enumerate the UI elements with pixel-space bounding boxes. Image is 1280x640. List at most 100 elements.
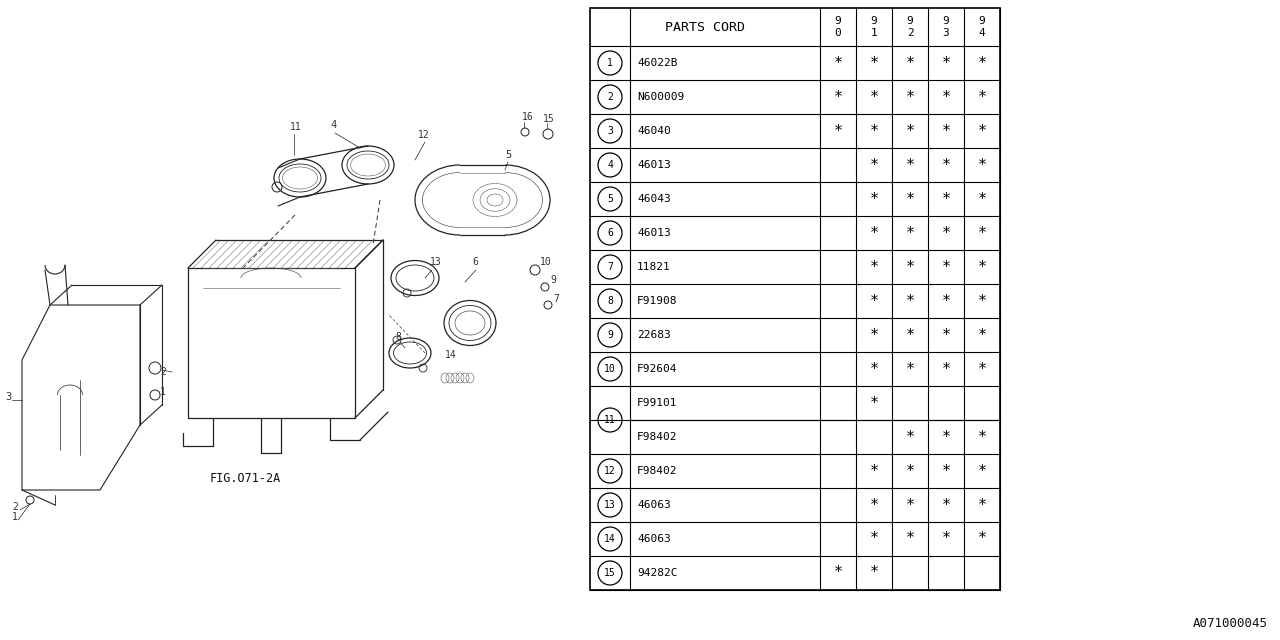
Text: 46040: 46040: [637, 126, 671, 136]
Text: *: *: [869, 566, 878, 580]
Text: F99101: F99101: [637, 398, 677, 408]
Text: 10: 10: [540, 257, 552, 267]
Text: *: *: [869, 56, 878, 70]
Text: 9
2: 9 2: [906, 16, 914, 38]
Text: *: *: [905, 429, 915, 445]
Text: 14: 14: [445, 350, 457, 360]
Text: 3: 3: [607, 126, 613, 136]
Text: 46043: 46043: [637, 194, 671, 204]
Text: F92604: F92604: [637, 364, 677, 374]
Text: *: *: [978, 90, 987, 104]
Text: *: *: [905, 497, 915, 513]
Text: 15: 15: [604, 568, 616, 578]
Text: 5: 5: [506, 150, 511, 160]
Text: *: *: [978, 294, 987, 308]
Text: 7: 7: [607, 262, 613, 272]
Text: 9
1: 9 1: [870, 16, 877, 38]
Text: *: *: [978, 191, 987, 207]
Text: *: *: [941, 463, 951, 479]
Text: *: *: [869, 463, 878, 479]
Text: *: *: [905, 225, 915, 241]
Text: 7: 7: [553, 294, 559, 304]
Text: 12: 12: [604, 466, 616, 476]
Text: *: *: [833, 124, 842, 138]
Text: 16: 16: [522, 112, 534, 122]
Text: *: *: [869, 225, 878, 241]
Text: *: *: [869, 497, 878, 513]
Text: *: *: [869, 328, 878, 342]
Text: 22683: 22683: [637, 330, 671, 340]
Text: *: *: [941, 225, 951, 241]
Text: 94282C: 94282C: [637, 568, 677, 578]
Text: *: *: [941, 124, 951, 138]
Text: *: *: [978, 429, 987, 445]
Text: *: *: [869, 259, 878, 275]
Text: *: *: [905, 90, 915, 104]
Text: *: *: [941, 429, 951, 445]
Text: *: *: [833, 90, 842, 104]
Text: *: *: [941, 157, 951, 173]
Text: 46013: 46013: [637, 228, 671, 238]
Text: *: *: [941, 497, 951, 513]
Text: 11: 11: [604, 415, 616, 425]
Text: F98402: F98402: [637, 466, 677, 476]
Text: F98402: F98402: [637, 432, 677, 442]
Text: *: *: [978, 531, 987, 547]
Text: *: *: [905, 124, 915, 138]
Text: 46022B: 46022B: [637, 58, 677, 68]
Text: 8: 8: [396, 332, 401, 342]
Text: *: *: [869, 124, 878, 138]
Text: 4: 4: [330, 120, 337, 130]
Text: 46063: 46063: [637, 534, 671, 544]
Text: *: *: [978, 328, 987, 342]
Text: 2: 2: [12, 502, 18, 512]
Text: 13: 13: [430, 257, 442, 267]
Text: 9: 9: [550, 275, 556, 285]
Text: *: *: [978, 124, 987, 138]
Text: *: *: [869, 396, 878, 410]
Text: *: *: [869, 191, 878, 207]
Text: PARTS CORD: PARTS CORD: [666, 20, 745, 33]
Text: *: *: [869, 294, 878, 308]
Text: *: *: [905, 157, 915, 173]
Text: *: *: [905, 56, 915, 70]
Text: FIG.O71-2A: FIG.O71-2A: [210, 472, 280, 484]
Text: N600009: N600009: [637, 92, 685, 102]
Text: *: *: [978, 497, 987, 513]
Text: A071000045: A071000045: [1193, 617, 1268, 630]
Text: *: *: [869, 157, 878, 173]
Text: 8: 8: [607, 296, 613, 306]
Text: *: *: [905, 259, 915, 275]
Text: *: *: [905, 294, 915, 308]
Text: 9
3: 9 3: [942, 16, 950, 38]
Text: *: *: [978, 362, 987, 376]
Text: *: *: [905, 191, 915, 207]
Text: 6: 6: [472, 257, 477, 267]
Text: 11: 11: [291, 122, 302, 132]
Text: *: *: [869, 531, 878, 547]
Text: *: *: [941, 90, 951, 104]
Text: *: *: [978, 463, 987, 479]
Text: 1: 1: [12, 512, 18, 522]
Text: 11821: 11821: [637, 262, 671, 272]
Text: 9
4: 9 4: [979, 16, 986, 38]
Text: *: *: [941, 328, 951, 342]
Bar: [590, 8, 1000, 590]
Text: 15: 15: [543, 114, 554, 124]
Text: 10: 10: [604, 364, 616, 374]
Text: *: *: [905, 362, 915, 376]
Text: *: *: [833, 56, 842, 70]
Text: 2: 2: [160, 367, 166, 377]
Text: *: *: [941, 56, 951, 70]
Text: *: *: [978, 259, 987, 275]
Text: F91908: F91908: [637, 296, 677, 306]
Text: 9
0: 9 0: [835, 16, 841, 38]
Text: *: *: [978, 56, 987, 70]
Text: 13: 13: [604, 500, 616, 510]
Text: 6: 6: [607, 228, 613, 238]
Text: 46013: 46013: [637, 160, 671, 170]
Text: *: *: [833, 566, 842, 580]
Text: 46063: 46063: [637, 500, 671, 510]
Text: *: *: [978, 225, 987, 241]
Text: *: *: [941, 191, 951, 207]
